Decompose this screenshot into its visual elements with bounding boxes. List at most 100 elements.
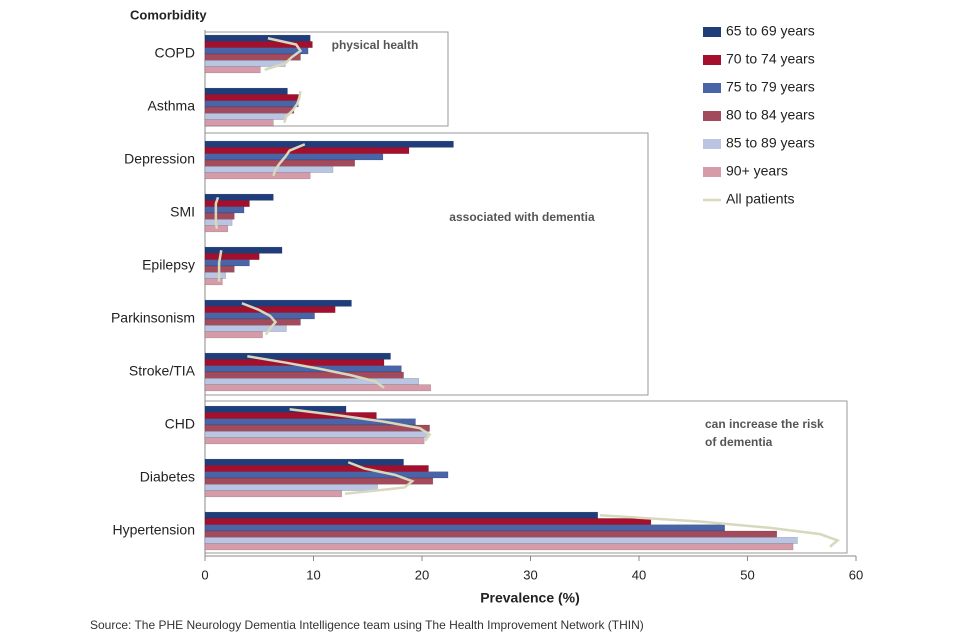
legend-label: 65 to 69 years (726, 23, 815, 39)
bar (204, 384, 431, 392)
bar (204, 530, 778, 538)
bar (204, 253, 260, 260)
bar (204, 140, 454, 148)
annotation: of dementia (705, 435, 773, 449)
y-tick-label: CHD (165, 416, 195, 432)
bar (204, 53, 301, 61)
bar (204, 352, 391, 360)
legend-label: 85 to 89 years (726, 135, 815, 151)
bar (204, 87, 288, 95)
bar (204, 259, 250, 267)
x-axis-title: Prevalence (%) (480, 590, 580, 606)
bar (204, 537, 798, 544)
bar (204, 147, 410, 154)
bar (204, 511, 599, 519)
line (272, 143, 306, 177)
legend-swatch (703, 111, 721, 121)
line (247, 355, 385, 389)
bar (204, 471, 449, 479)
legend-label: 90+ years (726, 163, 788, 179)
line (241, 302, 278, 336)
y-tick-label: SMI (170, 204, 195, 220)
bar (204, 359, 385, 366)
bar (204, 306, 336, 313)
bar (204, 318, 301, 326)
legend-label: All patients (726, 191, 794, 207)
x-tick-label: 30 (523, 567, 537, 582)
annotation: physical health (332, 38, 419, 52)
legend-swatch (703, 83, 721, 93)
bar (204, 47, 309, 55)
bar (204, 212, 235, 220)
legend-swatch (703, 167, 721, 177)
bar (204, 312, 315, 320)
bar (204, 272, 226, 279)
bar (204, 465, 429, 472)
bar (204, 66, 261, 74)
bar (204, 518, 652, 525)
bar (204, 94, 300, 101)
bar (204, 412, 377, 419)
x-tick-label: 40 (632, 567, 646, 582)
bar (204, 424, 430, 432)
bar (204, 113, 287, 120)
bar (204, 543, 794, 551)
x-tick-label: 20 (415, 567, 429, 582)
bar (204, 371, 404, 379)
bar (204, 100, 299, 108)
bar (204, 153, 384, 161)
bar (204, 119, 274, 127)
bar (204, 331, 263, 339)
annotation: can increase the risk (705, 417, 824, 431)
bar (204, 437, 425, 445)
x-tick-label: 50 (740, 567, 754, 582)
bar (204, 219, 233, 226)
bar (204, 278, 223, 286)
bar (204, 484, 378, 491)
y-tick-label: Parkinsonism (111, 310, 195, 326)
line (283, 91, 302, 124)
y-tick-label: Depression (124, 151, 195, 167)
bar (204, 200, 250, 207)
y-tick-label: Diabetes (140, 469, 195, 485)
bar (204, 193, 274, 201)
line (599, 514, 841, 548)
y-tick-label: Asthma (148, 98, 196, 114)
line (214, 196, 220, 229)
line (289, 408, 432, 442)
bar (204, 172, 311, 180)
legend-swatch (703, 27, 721, 37)
bar (204, 405, 347, 413)
x-tick-label: 0 (201, 567, 208, 582)
legend-swatch (703, 139, 721, 149)
bar (204, 246, 283, 254)
legend-swatch (703, 55, 721, 65)
x-tick-label: 10 (306, 567, 320, 582)
bar (204, 524, 725, 532)
y-tick-label: Hypertension (113, 522, 196, 538)
legend-label: 75 to 79 years (726, 79, 815, 95)
y-tick-label: COPD (155, 45, 195, 61)
bar (204, 106, 295, 114)
x-tick-label: 60 (849, 567, 863, 582)
bar (204, 458, 404, 466)
bar (204, 477, 434, 485)
line (264, 37, 303, 71)
y-tick-label: Epilepsy (142, 257, 195, 273)
bar (204, 60, 286, 67)
source: Source: The PHE Neurology Dementia Intel… (90, 618, 644, 632)
bar (204, 490, 342, 498)
bar (204, 206, 245, 214)
y-tick-label: Stroke/TIA (129, 363, 196, 379)
bar (204, 325, 287, 332)
bar (204, 299, 352, 307)
legend-label: 80 to 84 years (726, 107, 815, 123)
bar (204, 34, 311, 42)
bar (204, 378, 419, 385)
bar (204, 166, 334, 173)
annotation: associated with dementia (449, 210, 595, 224)
legend-label: 70 to 74 years (726, 51, 815, 67)
line (344, 461, 415, 495)
line (217, 250, 223, 282)
